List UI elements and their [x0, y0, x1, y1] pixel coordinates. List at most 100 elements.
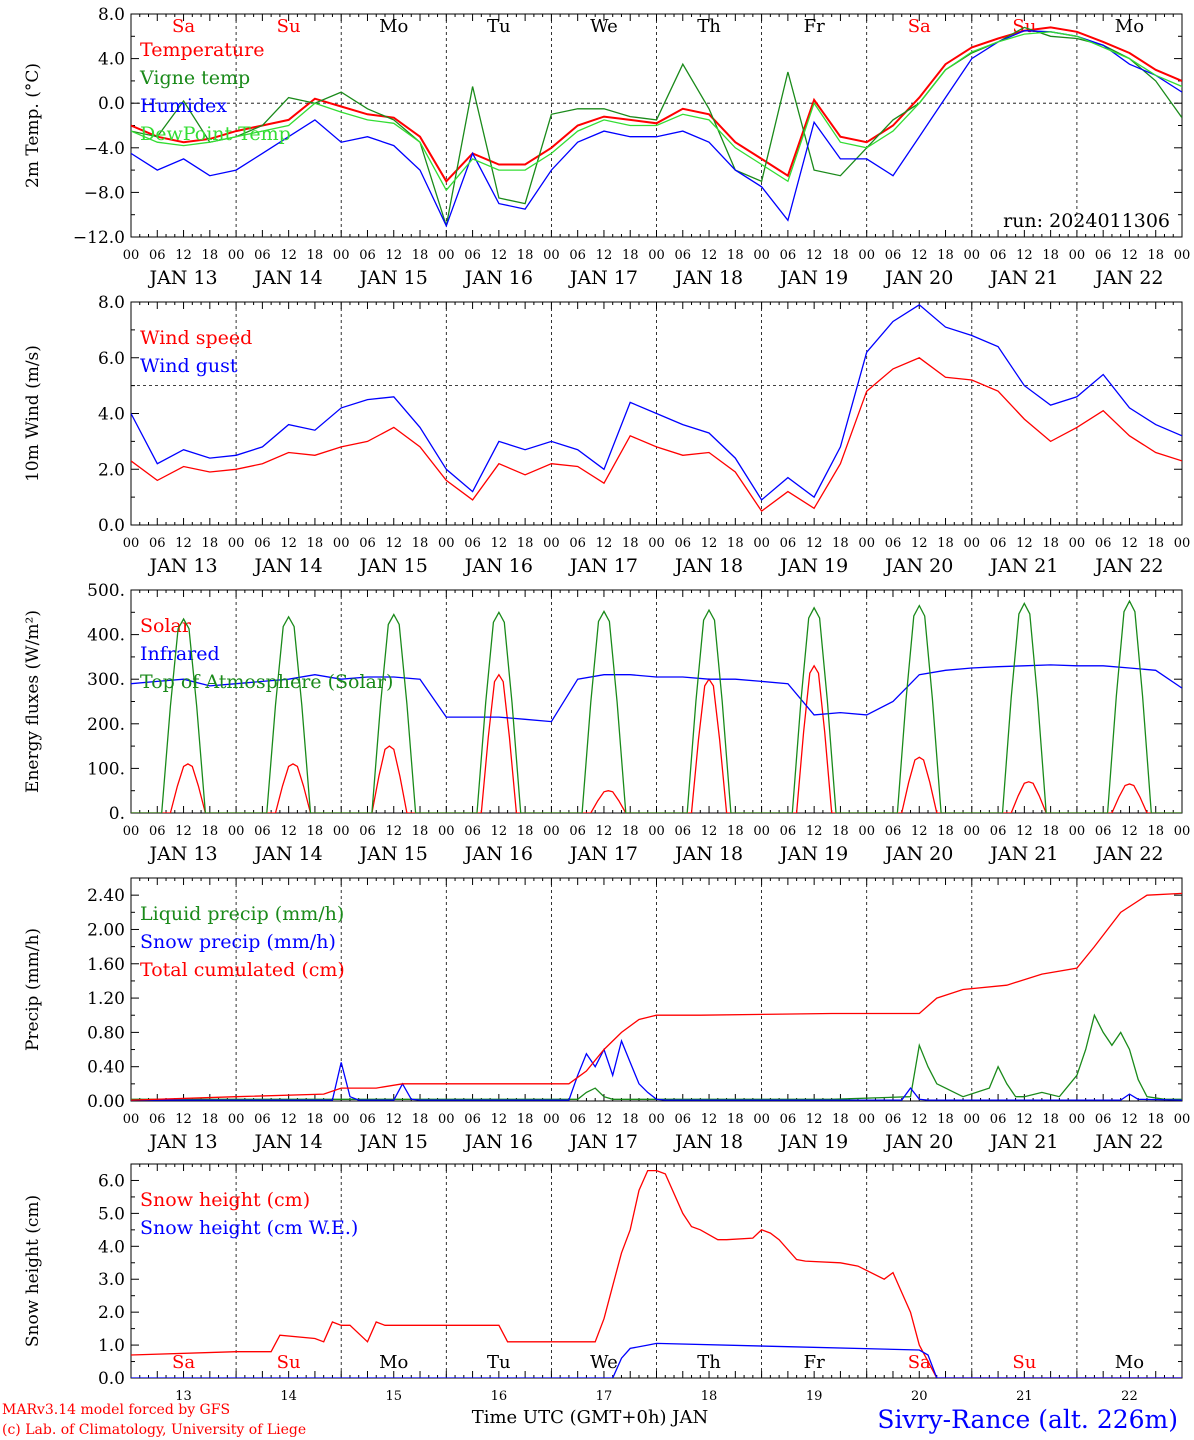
hour-label: 12: [280, 1112, 297, 1127]
hour-label: 06: [675, 248, 692, 263]
y-tick-label: 4.0: [98, 405, 125, 425]
hour-label: 12: [491, 824, 508, 839]
hour-label: 06: [359, 248, 376, 263]
y-tick-label: 6.0: [98, 349, 125, 369]
legend-entry: Infrared: [140, 643, 220, 665]
hour-label: 00: [1069, 248, 1086, 263]
hour-label: 06: [780, 248, 797, 263]
hour-label: 12: [911, 536, 928, 551]
hour-label: 18: [412, 1112, 429, 1127]
date-label: JAN 18: [673, 555, 743, 577]
series-line: [131, 26, 1182, 183]
hour-label: 00: [438, 1112, 455, 1127]
y-tick-label: 2.0: [98, 460, 125, 480]
hour-label: 12: [385, 1112, 402, 1127]
day-number-label: 19: [806, 1389, 823, 1404]
hour-label: 12: [1121, 536, 1138, 551]
hour-label: 00: [858, 248, 875, 263]
y-tick-label: −12.0: [73, 228, 125, 248]
hour-label: 18: [1042, 536, 1059, 551]
y-axis-label: Precip (mm/h): [23, 928, 43, 1051]
hour-label: 00: [964, 824, 981, 839]
date-label: JAN 22: [1093, 555, 1163, 577]
hour-label: 12: [1016, 248, 1033, 263]
y-tick-label: 0.0: [98, 516, 125, 536]
date-label: JAN 17: [568, 555, 638, 577]
date-label: JAN 15: [358, 555, 428, 577]
hour-label: 06: [1095, 1112, 1112, 1127]
day-name-label: Sa: [908, 16, 931, 37]
day-name-label: Su: [1012, 1352, 1036, 1373]
hour-label: 00: [228, 536, 245, 551]
hour-label: 18: [412, 824, 429, 839]
hour-label: 06: [359, 1112, 376, 1127]
hour-label: 18: [1042, 1112, 1059, 1127]
y-tick-label: −4.0: [84, 139, 125, 159]
hour-label: 12: [911, 1112, 928, 1127]
hour-label: 00: [753, 1112, 770, 1127]
day-name-label: Mo: [379, 1352, 408, 1373]
series-line: [131, 892, 1182, 1101]
date-label: JAN 17: [568, 1131, 638, 1153]
date-label: JAN 14: [253, 555, 323, 577]
day-number-label: 18: [701, 1389, 718, 1404]
hour-label: 06: [464, 824, 481, 839]
hour-label: 00: [123, 536, 140, 551]
hour-label: 12: [385, 824, 402, 839]
y-axis-label: Snow height (cm): [23, 1195, 43, 1347]
y-tick-label: 0.0: [98, 94, 125, 114]
hour-label: 18: [727, 536, 744, 551]
hour-label: 00: [123, 248, 140, 263]
hour-label: 00: [753, 824, 770, 839]
y-tick-label: 500.: [87, 581, 125, 601]
day-number-label: 21: [1016, 1389, 1033, 1404]
hour-label: 06: [149, 536, 166, 551]
plot-frame: [130, 589, 1183, 814]
hour-label: 12: [701, 1112, 718, 1127]
hour-label: 18: [727, 824, 744, 839]
day-name-label: Su: [277, 16, 301, 37]
series-line: [131, 26, 1182, 226]
hour-label: 06: [359, 536, 376, 551]
hour-label: 06: [675, 536, 692, 551]
hour-label: 18: [517, 536, 534, 551]
hour-label: 06: [254, 1112, 271, 1127]
hour-label: 12: [911, 248, 928, 263]
hour-label: 00: [543, 248, 560, 263]
date-label: JAN 21: [988, 1131, 1058, 1153]
hour-label: 06: [464, 248, 481, 263]
station-label: Sivry-Rance (alt. 226m): [877, 1405, 1178, 1434]
date-label: JAN 21: [988, 267, 1058, 289]
hour-label: 06: [675, 1112, 692, 1127]
date-label: JAN 18: [673, 1131, 743, 1153]
date-label: JAN 18: [673, 843, 743, 865]
day-number-label: 16: [491, 1389, 508, 1404]
y-tick-label: 8.0: [98, 5, 125, 25]
series-line: [131, 357, 1182, 513]
hour-label: 18: [832, 536, 849, 551]
hour-label: 00: [228, 824, 245, 839]
hour-label: 00: [648, 1112, 665, 1127]
hour-label: 00: [123, 1112, 140, 1127]
hour-label: 12: [596, 536, 613, 551]
hour-label: 18: [832, 248, 849, 263]
hour-label: 12: [1121, 1112, 1138, 1127]
hour-label: 18: [307, 248, 324, 263]
y-tick-label: 1.20: [87, 989, 125, 1009]
hour-label: 00: [333, 824, 350, 839]
legend-entry: Wind gust: [140, 355, 238, 377]
hour-label: 06: [885, 824, 902, 839]
hour-label: 12: [385, 248, 402, 263]
hour-label: 00: [858, 1112, 875, 1127]
date-label: JAN 16: [463, 1131, 533, 1153]
hour-label: 00: [648, 536, 665, 551]
hour-label: 00: [648, 824, 665, 839]
hour-label: 00: [964, 248, 981, 263]
hour-label: 06: [1095, 824, 1112, 839]
date-label: JAN 18: [673, 267, 743, 289]
hour-label: 00: [1069, 536, 1086, 551]
date-label: JAN 20: [883, 555, 953, 577]
date-label: JAN 17: [568, 843, 638, 865]
day-number-label: 20: [911, 1389, 928, 1404]
panel-1: −12.0 −8.0 −4.0 0.0 4.0 8.0 2m Temp. (°C) 00 06 1…: [23, 5, 1190, 289]
